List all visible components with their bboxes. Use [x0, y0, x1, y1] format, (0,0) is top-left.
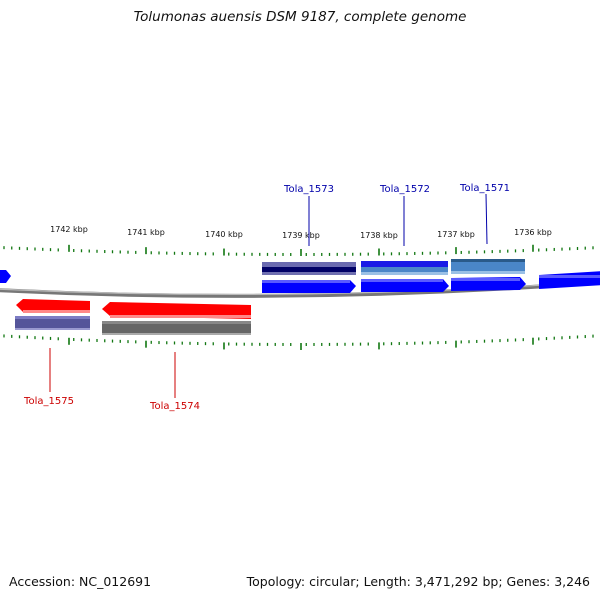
tick-label-1736: 1736 kbp [514, 228, 552, 237]
category-bar-tola-1571 [451, 259, 525, 274]
cds-arrow-tola-1572[interactable] [361, 279, 449, 292]
cds-arrow-tola-1575[interactable] [16, 299, 90, 313]
category-bar-tola-1574 [102, 321, 251, 335]
tick-label-1738: 1738 kbp [360, 231, 398, 240]
cds-arrow-left-edge[interactable] [0, 270, 11, 283]
topology-text: Topology: circular; Length: 3,471,292 bp… [246, 574, 590, 589]
tick-label-1739: 1739 kbp [282, 231, 320, 240]
cds-arrow-tola-1574[interactable] [102, 302, 251, 319]
gene-label-tola-1575[interactable]: Tola_1575 [23, 396, 74, 407]
tick-labels: 1742 kbp 1741 kbp 1740 kbp 1739 kbp 1738… [50, 225, 552, 240]
cds-arrow-tola-1573[interactable] [262, 280, 356, 293]
tick-label-1742: 1742 kbp [50, 225, 88, 234]
reverse-cds-track [16, 299, 251, 319]
tick-label-1737: 1737 kbp [437, 230, 475, 239]
cds-arrow-right-edge[interactable] [539, 271, 600, 289]
gene-leaders [49, 193, 488, 398]
gene-label-tola-1572[interactable]: Tola_1572 [379, 184, 430, 195]
outer-tick-row [3, 244, 594, 256]
category-bar-tola-1575 [15, 316, 90, 330]
reverse-category-bars [15, 316, 251, 335]
tick-label-1741: 1741 kbp [127, 228, 165, 237]
inner-tick-row [3, 334, 594, 350]
forward-category-bars [262, 259, 525, 275]
gene-label-tola-1571[interactable]: Tola_1571 [459, 183, 510, 194]
gene-label-tola-1574[interactable]: Tola_1574 [149, 401, 200, 412]
map-title: Tolumonas auensis DSM 9187, complete gen… [133, 9, 467, 25]
gene-labels: Tola_1573 Tola_1572 Tola_1571 Tola_1575 … [23, 183, 510, 412]
gene-label-tola-1573[interactable]: Tola_1573 [283, 184, 334, 195]
accession-text: Accession: NC_012691 [9, 574, 152, 589]
forward-cds-track [0, 270, 600, 293]
tick-label-1740: 1740 kbp [205, 230, 243, 239]
